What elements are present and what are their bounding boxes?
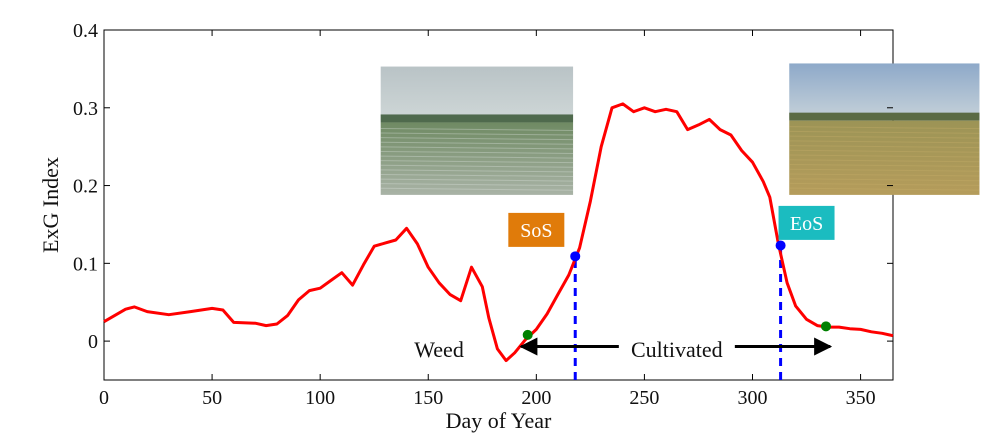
photo-field-row [380, 155, 574, 159]
eos-badge [778, 205, 835, 240]
x-tick-label: 200 [521, 387, 551, 409]
photo-field [380, 122, 574, 195]
photo-field-row [380, 150, 574, 154]
cultivated-label-background [618, 336, 735, 363]
eos-label: EoS [790, 213, 823, 235]
x-axis-ticks: 0 50 100 150 200 250 300 350 [99, 30, 876, 409]
early-season-field-photo [380, 66, 574, 195]
photo-field-row [380, 169, 574, 173]
photo-field-row [380, 183, 574, 187]
photo-field-row [789, 145, 980, 149]
photo-treeline [380, 114, 574, 123]
x-axis-title: Day of Year [446, 408, 552, 433]
photo-field-row [789, 182, 980, 186]
photo-sky [380, 66, 574, 121]
photo-field-row [789, 140, 980, 144]
photo-field-row [380, 141, 574, 145]
photo-field [789, 120, 980, 195]
y-tick-label: 0.3 [73, 98, 98, 120]
cultivated-label: Cultivated [631, 337, 723, 362]
photo-field-row [789, 187, 980, 191]
sos-label: SoS [520, 220, 552, 242]
y-axis-ticks: 0 0.1 0.2 0.3 0.4 [73, 20, 893, 353]
season-point [775, 240, 786, 251]
photo-field-row [789, 135, 980, 139]
season-point [522, 329, 533, 340]
season-point [820, 321, 831, 332]
photo-treeline [789, 112, 980, 121]
photo-field-row [380, 146, 574, 150]
end-season-field-photo [789, 63, 980, 195]
photo-field-row [789, 154, 980, 158]
photo-field-row [380, 187, 574, 191]
season-point [570, 251, 581, 262]
x-tick-label: 50 [202, 387, 222, 409]
photo-field-row [789, 178, 980, 182]
photo-field-row [789, 159, 980, 163]
x-tick-label: 100 [305, 387, 335, 409]
weed-label: Weed [414, 337, 464, 362]
photo-field-row [789, 164, 980, 168]
photo-field-row [789, 173, 980, 177]
photo-field-row [380, 178, 574, 182]
x-tick-label: 250 [629, 387, 659, 409]
x-tick-label: 300 [737, 387, 767, 409]
y-tick-label: 0 [88, 331, 98, 353]
y-tick-label: 0.1 [73, 253, 98, 275]
season-boundary-lines [573, 245, 783, 380]
photo-field-row [789, 126, 980, 130]
photo-field-row [380, 173, 574, 177]
photo-field-row [380, 127, 574, 131]
x-tick-label: 150 [413, 387, 443, 409]
photo-field-row [789, 168, 980, 172]
photo-field-row [380, 160, 574, 164]
photos-layer [380, 63, 980, 195]
photo-field-row [789, 149, 980, 153]
photo-sky [789, 63, 980, 119]
y-tick-label: 0.4 [73, 20, 98, 42]
plot-frame [103, 29, 894, 381]
sos-badge [508, 212, 565, 247]
y-axis-title: ExG Index [38, 157, 63, 253]
photo-field-row [380, 132, 574, 136]
photo-field-row [789, 130, 980, 134]
photo-field-row [380, 164, 574, 168]
x-tick-label: 350 [846, 387, 876, 409]
season-points [522, 240, 831, 340]
x-tick-label: 0 [99, 387, 109, 409]
photo-field-row [380, 137, 574, 141]
y-tick-label: 0.2 [73, 176, 98, 198]
